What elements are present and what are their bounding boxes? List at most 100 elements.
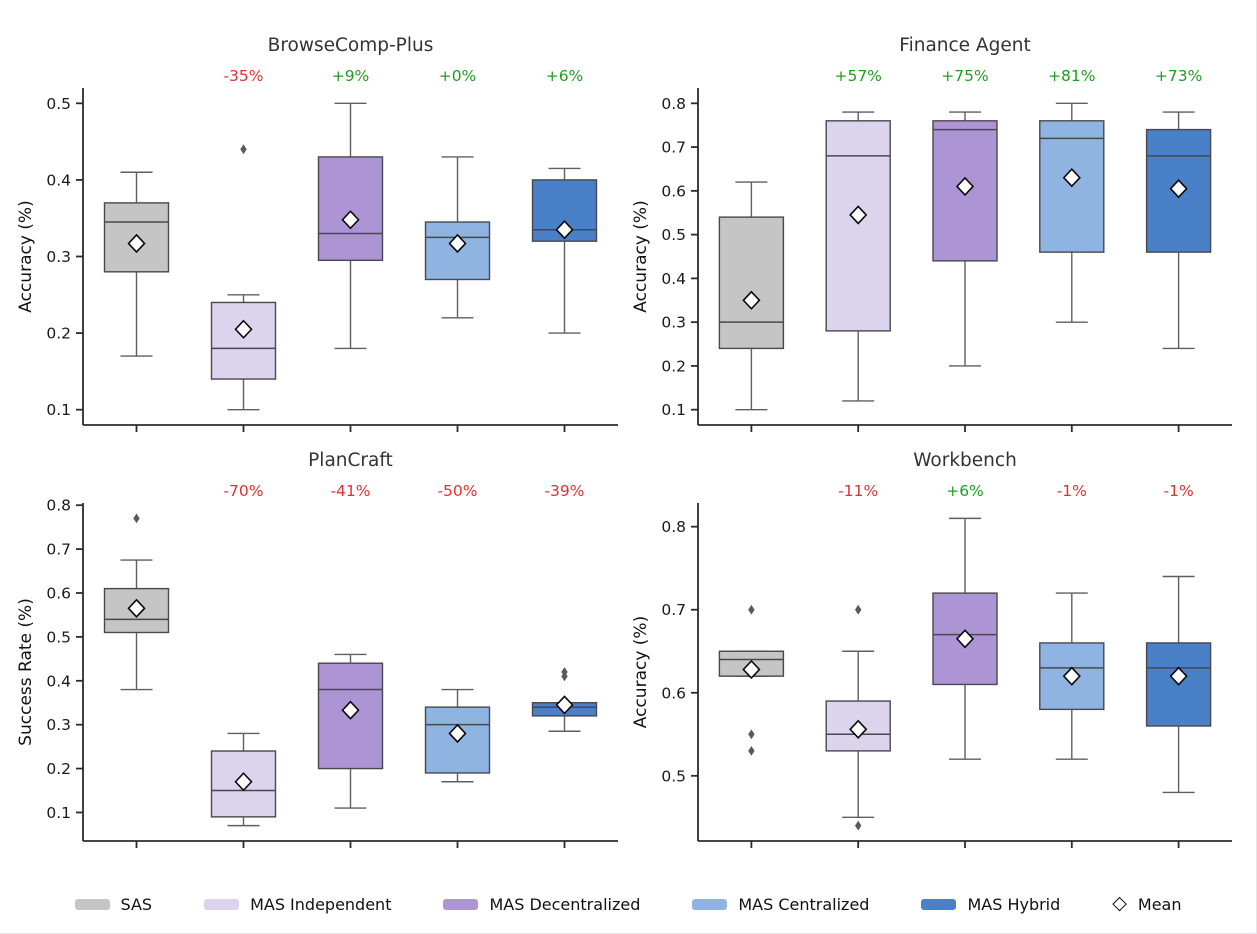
subplot-finance-agent: Finance Agent +57% +75% +81% +73% 0.1 0.2 0.3 0.… — [631, 35, 1232, 432]
subplot-browsecomp-plus: BrowseComp-Plus -35% +9% +0% +6% 0.1 0.2 0.3 0.4… — [16, 35, 618, 432]
box-rect — [317, 156, 384, 262]
mean-diamond-marker — [448, 233, 467, 254]
legend-label-sas: SAS — [120, 894, 153, 914]
outlier-marker — [748, 729, 755, 740]
box-rect — [718, 216, 785, 350]
box-plot-sas — [103, 513, 170, 691]
y-tick-label: 0.8 — [661, 518, 686, 536]
mean-diamond-icon: ◇ — [1112, 891, 1127, 914]
box-rect — [317, 662, 384, 770]
y-tick-label: 0.6 — [661, 684, 686, 702]
box-rect — [825, 700, 891, 752]
delta-annotation: -50% — [437, 482, 477, 500]
y-tick-label: 0.3 — [46, 716, 71, 734]
y-tick-label: 0.4 — [46, 672, 71, 690]
delta-annotation: +81% — [1048, 67, 1095, 85]
mean-diamond-marker — [1062, 666, 1081, 686]
y-tick-label: 0.2 — [661, 357, 686, 375]
box-rect — [1039, 642, 1105, 711]
y-tick-label: 0.7 — [661, 139, 686, 157]
delta-annotation: -41% — [330, 482, 370, 500]
subplot-plancraft: PlanCraft -70% -41% -50% -39% 0.1 0.2 0.3 0.4 0.5… — [16, 450, 618, 848]
mas-independent-swatch-icon — [204, 898, 240, 910]
legend-item-mas-centralized: MAS Centralized — [692, 895, 869, 914]
box-plot-mas_independent — [825, 111, 891, 402]
y-tick-label: 0.6 — [46, 584, 71, 602]
delta-annotation: +6% — [546, 67, 584, 85]
mean-diamond-marker — [127, 598, 146, 619]
mean-diamond-marker — [341, 210, 360, 230]
delta-annotation: +6% — [946, 482, 984, 500]
delta-annotation: +75% — [941, 67, 988, 85]
box-plot-mas_centralized — [1039, 592, 1105, 760]
y-tick-label: 0.2 — [46, 760, 71, 778]
legend-item-mas-hybrid: MAS Hybrid — [921, 895, 1060, 914]
legend-label-mas-independent: MAS Independent — [250, 894, 392, 914]
y-axis-label: Accuracy (%) — [631, 616, 651, 728]
mean-diamond-marker — [555, 220, 574, 240]
y-tick-label: 0.3 — [46, 248, 71, 266]
mas-hybrid-swatch-icon — [921, 898, 957, 910]
box-plot-sas — [718, 604, 785, 756]
outlier-marker — [133, 513, 140, 524]
legend-label-mas-decentralized: MAS Decentralized — [489, 894, 641, 914]
box-plot-mas_centralized — [424, 688, 491, 783]
delta-annotation: -1% — [1164, 482, 1194, 500]
y-tick-label: 0.6 — [661, 182, 686, 200]
subplot-title: BrowseComp-Plus — [268, 35, 434, 56]
mean-diamond-marker — [234, 772, 253, 792]
box-plot-mas_decentralized — [317, 653, 384, 809]
box-plot-mas_centralized — [424, 156, 491, 319]
legend-item-mas-independent: MAS Independent — [204, 895, 391, 914]
mean-diamond-marker — [1169, 666, 1188, 686]
subplot-workbench: Workbench -11% +6% -1% -1% 0.5 0.6 0.7 0.8 Accura… — [631, 450, 1232, 848]
delta-annotation: +73% — [1155, 67, 1202, 85]
y-tick-label: 0.1 — [661, 401, 686, 419]
outlier-marker — [748, 604, 755, 615]
y-tick-label: 0.2 — [46, 325, 71, 343]
box-plot-mas_hybrid — [531, 167, 598, 334]
legend: SAS MAS Independent MAS Decentralized MA… — [0, 878, 1256, 930]
mean-diamond-marker — [742, 659, 761, 680]
box-plot-mas_hybrid — [531, 667, 598, 732]
y-tick-label: 0.4 — [46, 171, 71, 189]
y-tick-label: 0.5 — [661, 767, 686, 785]
legend-label-mas-hybrid: MAS Hybrid — [967, 894, 1061, 914]
mas-centralized-swatch-icon — [692, 898, 728, 910]
outlier-marker — [855, 604, 862, 615]
box-plot-sas — [718, 181, 785, 411]
box-plot-mas_hybrid — [1145, 111, 1212, 350]
box-plot-mas_decentralized — [317, 102, 384, 350]
mean-diamond-marker — [849, 719, 868, 739]
legend-label-mas-centralized: MAS Centralized — [738, 894, 870, 914]
y-tick-label: 0.4 — [661, 270, 686, 288]
legend-item-mas-decentralized: MAS Decentralized — [443, 895, 640, 914]
y-tick-label: 0.3 — [661, 314, 686, 332]
box-plot-mas_hybrid — [1145, 575, 1212, 794]
box-plot-mas_decentralized — [932, 517, 998, 760]
legend-item-mean: ◇ Mean — [1112, 891, 1181, 914]
y-tick-label: 0.1 — [46, 401, 71, 419]
delta-annotation: -11% — [838, 482, 878, 500]
mean-diamond-marker — [849, 205, 868, 225]
box-rect — [210, 301, 277, 380]
mean-diamond-marker — [742, 290, 761, 310]
box-plot-mas_independent — [825, 604, 891, 831]
y-axis-label: Accuracy (%) — [631, 200, 651, 312]
mean-diamond-marker — [955, 176, 975, 197]
sas-swatch-icon — [74, 898, 110, 910]
delta-annotation: -70% — [223, 482, 263, 500]
delta-annotation: +9% — [332, 67, 370, 85]
delta-annotation: -1% — [1057, 482, 1087, 500]
delta-annotation: +0% — [439, 67, 477, 85]
box-plot-mas_independent — [210, 144, 277, 411]
y-tick-label: 0.8 — [661, 95, 686, 113]
box-plot-mas_decentralized — [932, 111, 998, 367]
mean-diamond-marker — [1169, 178, 1188, 199]
y-axis-label: Accuracy (%) — [16, 200, 36, 312]
outlier-marker — [561, 667, 568, 677]
y-tick-label: 0.7 — [661, 601, 686, 619]
y-tick-label: 0.8 — [46, 497, 71, 515]
y-tick-label: 0.7 — [46, 541, 71, 559]
